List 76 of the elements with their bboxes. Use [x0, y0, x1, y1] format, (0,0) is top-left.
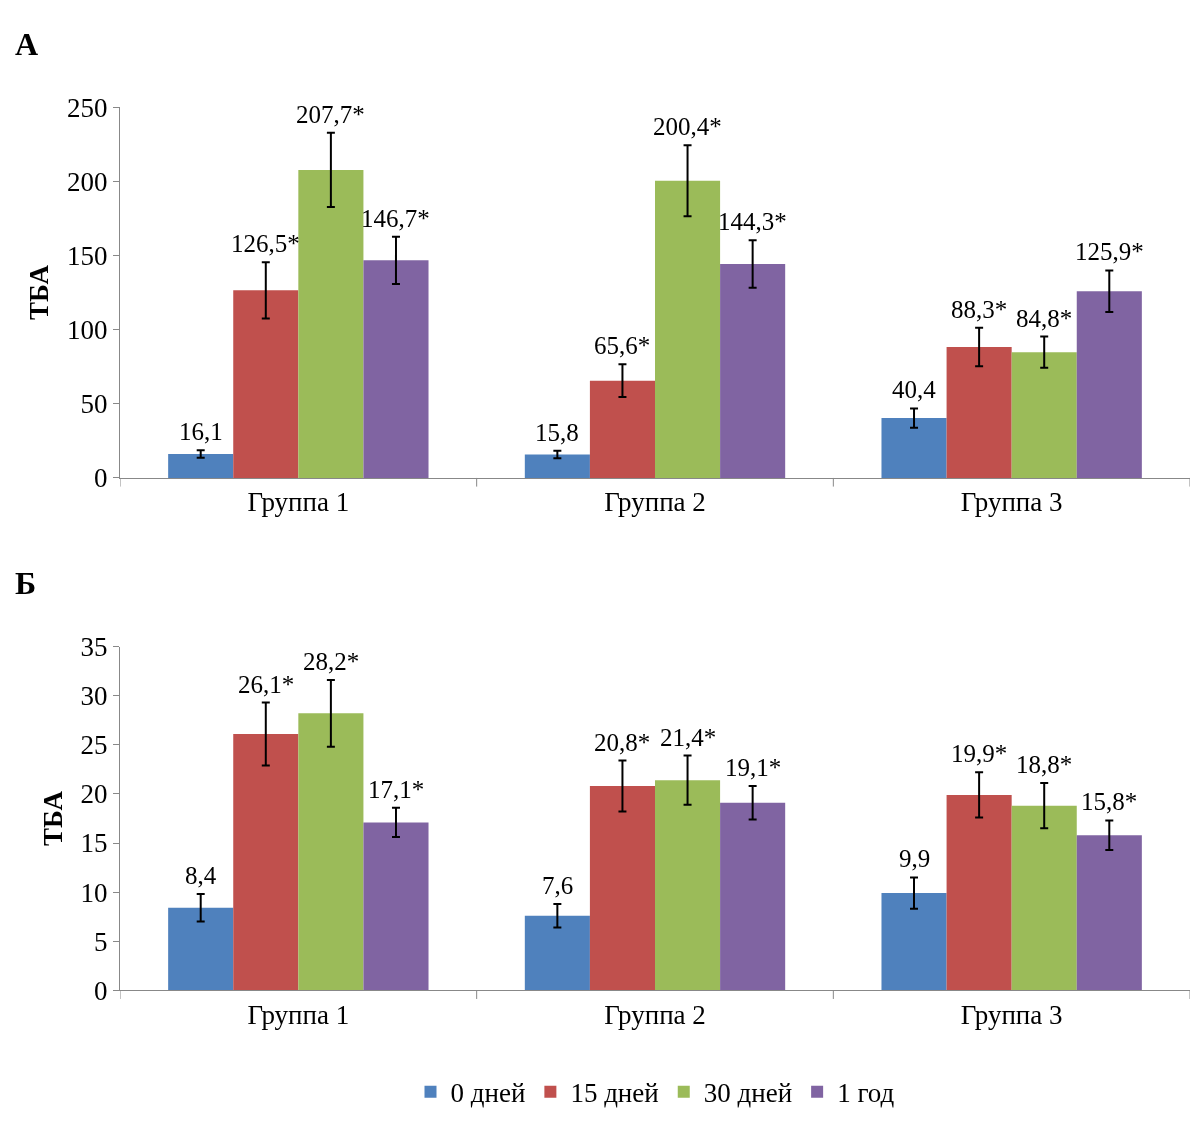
chart-title: А — [15, 26, 39, 62]
y-tick-label: 30 — [80, 681, 108, 712]
x-tick-label: Группа 2 — [604, 487, 706, 518]
y-tick-label: 150 — [67, 240, 108, 271]
data-label: 16,1 — [179, 418, 223, 445]
data-label: 26,1* — [238, 671, 295, 698]
data-label: 40,4 — [892, 376, 937, 403]
data-label: 125,9* — [1075, 238, 1144, 265]
bar — [298, 169, 364, 478]
x-tick-label: Группа 3 — [960, 999, 1063, 1030]
bar — [233, 290, 299, 478]
bar — [1011, 805, 1077, 991]
y-tick-label: 100 — [67, 315, 108, 346]
y-tick-label: 20 — [80, 779, 108, 810]
bar — [363, 260, 429, 478]
bar — [946, 794, 1012, 991]
y-tick-label: 15 — [80, 828, 108, 859]
legend-label: 15 дней — [570, 1078, 659, 1109]
data-label: 19,1* — [725, 754, 782, 781]
data-label: 9,9 — [899, 845, 931, 872]
bar — [524, 454, 590, 478]
data-label: 200,4* — [653, 113, 722, 140]
data-label: 15,8 — [535, 419, 579, 446]
bar — [1011, 352, 1077, 478]
bar — [881, 418, 947, 478]
bar — [589, 786, 655, 991]
y-tick-label: 0 — [94, 975, 108, 1006]
bar — [589, 380, 655, 478]
y-tick-label: 25 — [80, 730, 108, 761]
bar — [946, 346, 1012, 478]
bar — [720, 263, 786, 478]
chart-title: Б — [15, 565, 37, 601]
legend-label: 30 дней — [703, 1078, 793, 1109]
bar — [233, 733, 299, 991]
legend-label: 0 дней — [450, 1078, 526, 1109]
bar — [881, 893, 947, 991]
y-axis-title: ТБА — [37, 790, 68, 846]
data-label: 88,3* — [951, 296, 1008, 323]
x-tick-label: Группа 1 — [247, 487, 350, 518]
x-tick-label: Группа 2 — [604, 999, 706, 1030]
bar — [720, 802, 786, 991]
y-tick-label: 200 — [67, 166, 108, 197]
bar — [524, 915, 590, 991]
data-label: 20,8* — [594, 729, 651, 756]
data-label: 144,3* — [718, 208, 787, 235]
data-label: 17,1* — [368, 776, 425, 803]
y-tick-label: 10 — [80, 877, 108, 908]
bar — [168, 907, 234, 991]
data-label: 8,4 — [185, 862, 217, 889]
bar — [1076, 835, 1142, 991]
y-tick-label: 0 — [94, 463, 108, 494]
y-tick-label: 250 — [67, 92, 108, 123]
bar — [298, 713, 364, 991]
data-label: 15,8* — [1081, 788, 1138, 815]
data-label: 146,7* — [361, 205, 430, 232]
data-label: 84,8* — [1016, 305, 1073, 332]
x-tick-label: Группа 1 — [247, 999, 350, 1030]
legend-label: 1 год — [837, 1078, 895, 1109]
bar — [1076, 291, 1142, 478]
data-label: 126,5* — [231, 230, 300, 257]
data-label: 207,7* — [296, 101, 365, 128]
data-label: 21,4* — [660, 724, 717, 751]
bar — [655, 780, 721, 991]
data-label: 19,9* — [951, 740, 1008, 767]
x-tick-label: Группа 3 — [960, 487, 1063, 518]
y-tick-label: 5 — [94, 926, 108, 957]
data-label: 28,2* — [303, 648, 360, 675]
y-tick-label: 50 — [80, 389, 108, 420]
data-label: 65,6* — [594, 332, 651, 359]
data-label: 18,8* — [1016, 751, 1073, 778]
bar — [168, 454, 234, 478]
y-axis-title: ТБА — [24, 264, 55, 321]
y-tick-label: 35 — [80, 632, 108, 663]
data-label: 7,6 — [542, 872, 574, 899]
bar — [655, 180, 721, 478]
bar — [363, 822, 429, 991]
